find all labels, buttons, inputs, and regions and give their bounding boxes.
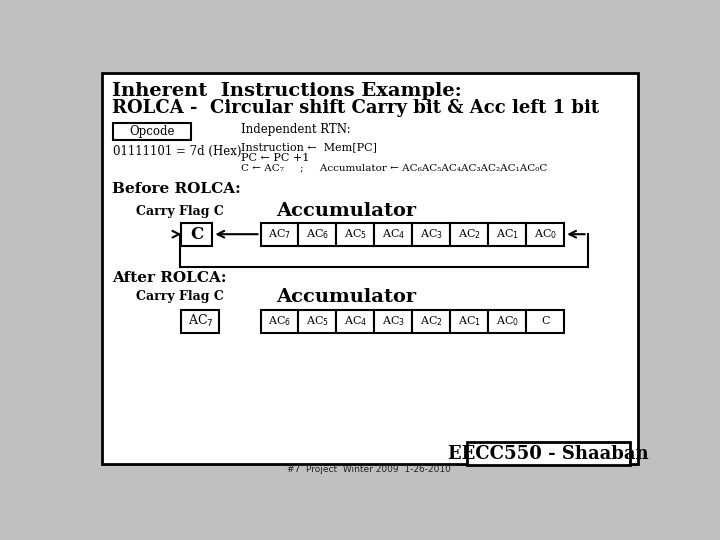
Text: C ← AC₇     ;     Accumulator ← AC₆AC₅AC₄AC₃AC₂AC₁AC₀C: C ← AC₇ ; Accumulator ← AC₆AC₅AC₄AC₃AC₂A… bbox=[241, 164, 547, 172]
Text: Independent RTN:: Independent RTN: bbox=[241, 123, 351, 136]
Text: AC$_4$: AC$_4$ bbox=[344, 314, 367, 328]
Text: AC$_7$: AC$_7$ bbox=[268, 227, 291, 241]
Text: AC$_2$: AC$_2$ bbox=[458, 227, 481, 241]
Bar bbox=[526, 222, 564, 246]
Bar bbox=[299, 309, 336, 333]
Text: AC$_1$: AC$_1$ bbox=[496, 227, 519, 241]
Text: Accumulator: Accumulator bbox=[276, 202, 416, 220]
Text: Carry Flag C: Carry Flag C bbox=[137, 205, 225, 218]
Text: AC$_3$: AC$_3$ bbox=[420, 227, 443, 241]
Text: AC$_1$: AC$_1$ bbox=[458, 314, 481, 328]
Bar bbox=[526, 309, 564, 333]
Text: PC ← PC +1: PC ← PC +1 bbox=[241, 153, 310, 163]
Text: #7  Project  Winter 2009  1-26-2010: #7 Project Winter 2009 1-26-2010 bbox=[287, 465, 451, 474]
Text: C: C bbox=[541, 316, 549, 326]
Text: Inherent  Instructions Example:: Inherent Instructions Example: bbox=[112, 82, 462, 100]
Text: Instruction ←  Mem[PC]: Instruction ← Mem[PC] bbox=[241, 142, 377, 152]
Bar bbox=[181, 309, 220, 333]
Text: AC$_4$: AC$_4$ bbox=[382, 227, 405, 241]
Bar bbox=[451, 309, 488, 333]
Bar bbox=[374, 222, 413, 246]
Text: AC$_0$: AC$_0$ bbox=[496, 314, 519, 328]
Bar bbox=[451, 222, 488, 246]
Bar bbox=[113, 123, 191, 140]
Text: Before ROLCA:: Before ROLCA: bbox=[112, 182, 240, 196]
Bar bbox=[181, 222, 212, 246]
Text: C: C bbox=[190, 226, 204, 242]
Text: 01111101 = 7d (Hex): 01111101 = 7d (Hex) bbox=[113, 145, 242, 158]
Bar bbox=[261, 222, 299, 246]
Bar bbox=[336, 222, 374, 246]
Bar bbox=[413, 222, 451, 246]
Text: Accumulator: Accumulator bbox=[276, 288, 416, 306]
Text: After ROLCA:: After ROLCA: bbox=[112, 271, 226, 285]
Text: AC$_7$: AC$_7$ bbox=[188, 313, 213, 329]
Bar bbox=[413, 309, 451, 333]
Text: AC$_5$: AC$_5$ bbox=[306, 314, 329, 328]
Bar bbox=[488, 222, 526, 246]
Bar bbox=[299, 222, 336, 246]
Text: AC$_0$: AC$_0$ bbox=[534, 227, 557, 241]
Text: AC$_6$: AC$_6$ bbox=[306, 227, 329, 241]
Text: Opcode: Opcode bbox=[130, 125, 175, 138]
Text: ROLCA -  Circular shift Carry bit & Acc left 1 bit: ROLCA - Circular shift Carry bit & Acc l… bbox=[112, 99, 599, 117]
Text: EECC550 - Shaaban: EECC550 - Shaaban bbox=[449, 444, 649, 463]
Bar bbox=[261, 309, 299, 333]
Text: AC$_5$: AC$_5$ bbox=[344, 227, 367, 241]
Text: Carry Flag C: Carry Flag C bbox=[137, 291, 225, 303]
Bar bbox=[374, 309, 413, 333]
Bar bbox=[336, 309, 374, 333]
Text: AC$_6$: AC$_6$ bbox=[268, 314, 291, 328]
Bar bbox=[488, 309, 526, 333]
Bar bbox=[467, 442, 630, 465]
Text: AC$_3$: AC$_3$ bbox=[382, 314, 405, 328]
Text: AC$_2$: AC$_2$ bbox=[420, 314, 443, 328]
